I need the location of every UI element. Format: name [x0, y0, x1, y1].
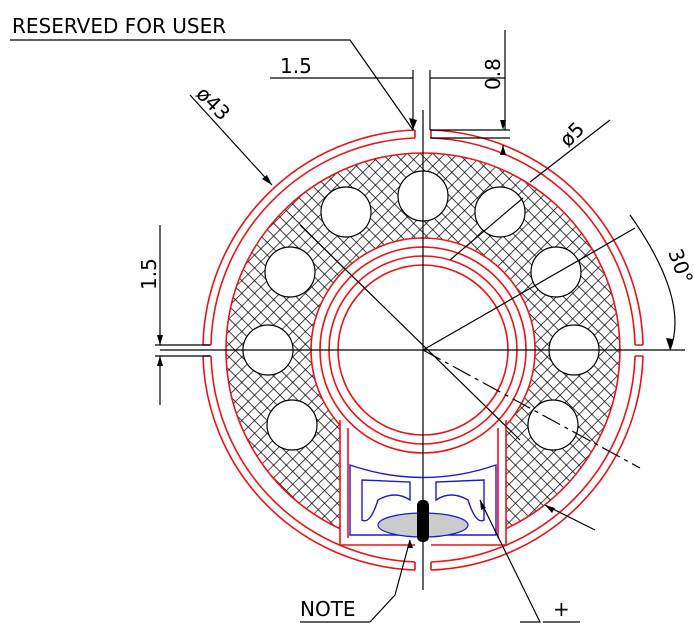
plus-label: +	[553, 597, 570, 621]
gap-depth-label: 0.8	[481, 58, 505, 90]
reserved-label: RESERVED FOR USER	[12, 14, 226, 38]
note-label: NOTE	[300, 597, 356, 621]
outer-diameter-label: ø43	[191, 82, 235, 126]
slot-width-label: 1.5	[280, 54, 312, 78]
angle-label: 30°	[663, 246, 694, 288]
drawing: RESERVED FOR USER 1.5 0.8 ø43 ø5 1.5 30°…	[0, 0, 694, 626]
hole-diameter-label: ø5	[555, 117, 590, 152]
side-gap-label: 1.5	[137, 258, 161, 290]
part	[10, 30, 685, 622]
